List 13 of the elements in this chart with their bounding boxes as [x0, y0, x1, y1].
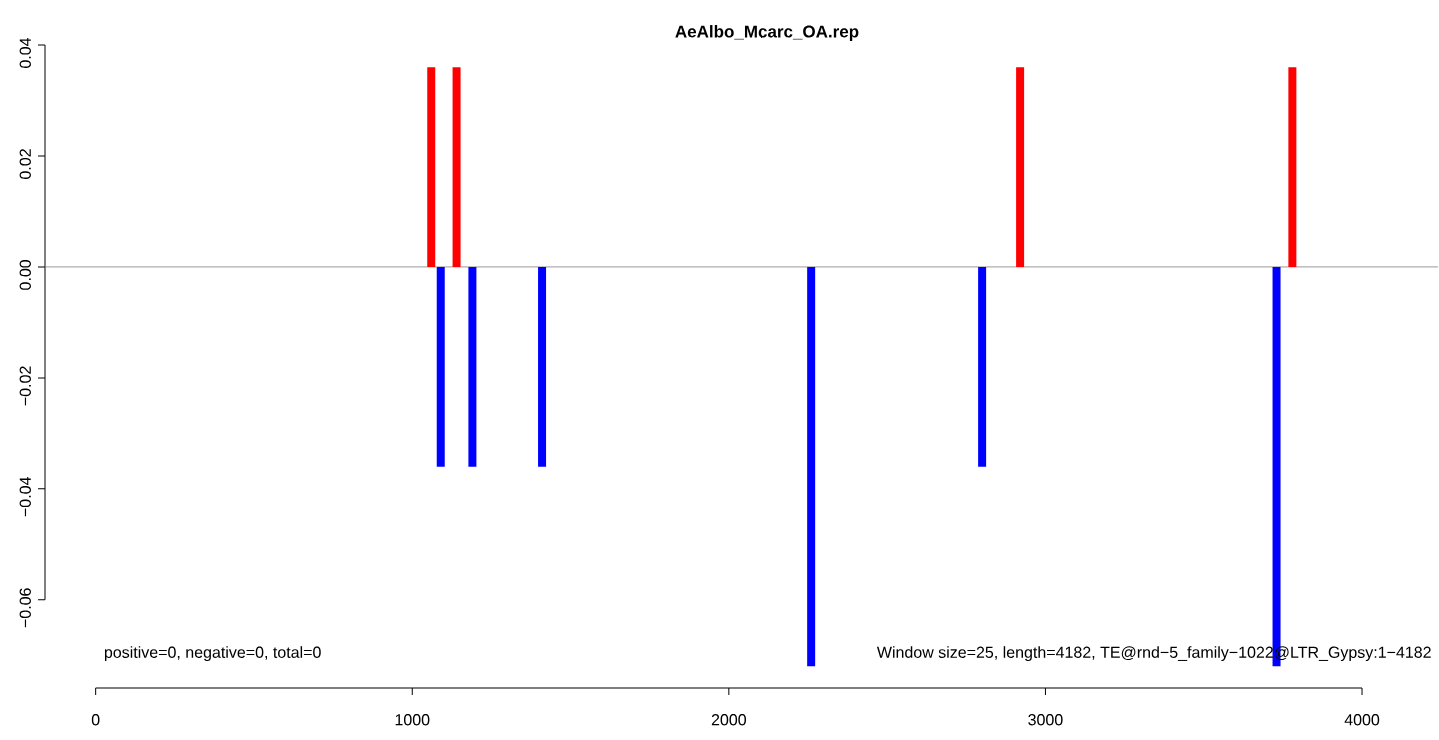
y-tick-label: −0.04	[19, 477, 31, 517]
annotation: positive=0, negative=0, total=0	[104, 646, 321, 662]
x-tick-label: 1000	[395, 714, 430, 726]
x-tick-label: 3000	[1028, 714, 1063, 726]
y-tick-label: −0.02	[19, 366, 31, 406]
x-tick-label: 0	[91, 714, 100, 726]
y-tick-label: −0.06	[19, 588, 31, 628]
y-tick-label: 0.04	[19, 37, 31, 68]
x-tick-label: 2000	[711, 714, 747, 726]
y-tick-label: 0.02	[19, 149, 31, 179]
chart-title: AeAlbo_Mcarc_OA.rep	[675, 25, 859, 41]
y-tick-label: 0.00	[19, 259, 31, 290]
x-tick-label: 4000	[1344, 714, 1380, 726]
